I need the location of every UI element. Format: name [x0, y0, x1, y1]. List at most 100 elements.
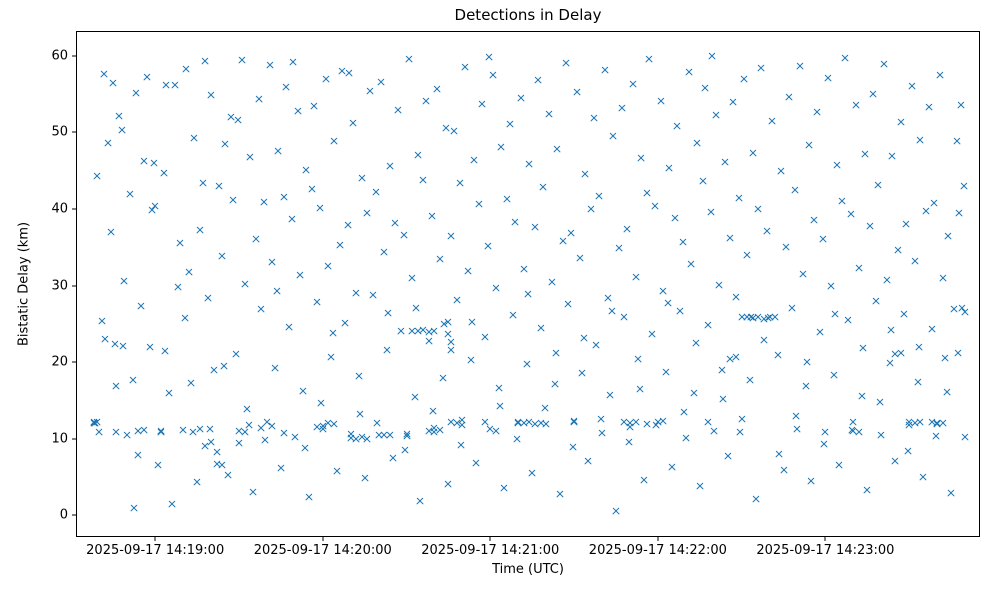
scatter-point	[917, 137, 924, 144]
scatter-point	[395, 107, 402, 114]
scatter-point	[441, 321, 448, 328]
y-tick-mark	[72, 438, 76, 440]
scatter-point	[897, 350, 904, 357]
scatter-point	[361, 475, 368, 482]
scatter-point	[748, 314, 755, 321]
scatter-point	[453, 420, 460, 427]
scatter-point	[357, 411, 364, 418]
x-tick-label: 2025-09-17 14:21:00	[421, 543, 560, 558]
scatter-point	[445, 319, 452, 326]
scatter-point	[457, 442, 464, 449]
scatter-point	[668, 464, 675, 471]
scatter-point	[730, 99, 737, 106]
scatter-point	[314, 424, 321, 431]
scatter-point	[96, 428, 103, 435]
scatter-point	[414, 152, 421, 159]
scatter-point	[445, 330, 452, 337]
scatter-point	[959, 305, 966, 312]
scatter-point	[895, 247, 902, 254]
scatter-point	[800, 271, 807, 278]
scatter-point	[439, 375, 446, 382]
plot-area: 2025-09-17 14:19:00 2025-09-17 14:20:00 20…	[51, 31, 980, 558]
scatter-point	[531, 421, 538, 428]
scatter-point	[552, 349, 559, 356]
scatter-point	[685, 68, 692, 75]
scatter-point	[329, 330, 336, 337]
scatter-point	[467, 357, 474, 364]
scatter-point	[372, 189, 379, 196]
scatter-point	[821, 441, 828, 448]
x-tick-mark	[657, 537, 659, 541]
scatter-point	[783, 244, 790, 251]
scatter-point	[255, 96, 262, 103]
scatter-point	[911, 258, 918, 265]
scatter-point	[752, 496, 759, 503]
scatter-point	[213, 449, 220, 456]
scatter-point	[853, 102, 860, 109]
scatter-point	[615, 245, 622, 252]
scatter-point	[906, 421, 913, 428]
scatter-point	[758, 65, 765, 72]
scatter-point	[892, 351, 899, 358]
scatter-point	[733, 294, 740, 301]
scatter-point	[608, 308, 615, 315]
scatter-point	[749, 315, 756, 322]
scatter-point	[206, 425, 213, 432]
scatter-point	[576, 254, 583, 261]
scatter-point	[347, 431, 354, 438]
scatter-point	[501, 485, 508, 492]
scatter-point	[219, 461, 226, 468]
scatter-point	[696, 483, 703, 490]
scatter-point	[280, 430, 287, 437]
scatter-point	[199, 179, 206, 186]
scatter-point	[839, 198, 846, 205]
scatter-point	[330, 421, 337, 428]
scatter-point	[855, 428, 862, 435]
scatter-point	[646, 56, 653, 63]
scatter-point	[819, 236, 826, 243]
y-axis-label: Bistatic Delay (km)	[16, 221, 32, 347]
scatter-point	[131, 505, 138, 512]
scatter-point	[802, 382, 809, 389]
scatter-point	[478, 101, 485, 108]
y-tick-label: 10	[51, 431, 68, 447]
scatter-point	[273, 287, 280, 294]
scatter-point	[378, 78, 385, 85]
scatter-point	[434, 86, 441, 93]
scatter-point	[286, 323, 293, 330]
scatter-point	[181, 315, 188, 322]
scatter-point	[551, 381, 558, 388]
scatter-point	[548, 279, 555, 286]
scatter-point	[518, 94, 525, 101]
scatter-point	[423, 98, 430, 105]
scatter-point	[738, 416, 745, 423]
scatter-point	[487, 426, 494, 433]
scatter-point	[115, 113, 122, 120]
scatter-point	[484, 243, 491, 250]
scatter-point	[537, 420, 544, 427]
scatter-point	[442, 124, 449, 131]
scatter-point	[409, 275, 416, 282]
scatter-point	[314, 299, 321, 306]
scatter-point	[599, 430, 606, 437]
y-tick-mark	[72, 361, 76, 363]
scatter-point	[403, 433, 410, 440]
scatter-point	[943, 389, 950, 396]
scatter-point	[191, 135, 198, 142]
scatter-point	[245, 421, 252, 428]
scatter-point	[735, 195, 742, 202]
y-tick-mark	[72, 514, 76, 516]
scatter-point	[525, 290, 532, 297]
scatter-point	[733, 354, 740, 361]
scatter-point	[389, 455, 396, 462]
scatter-point	[587, 206, 594, 213]
scatter-point	[580, 335, 587, 342]
scatter-point	[744, 313, 751, 320]
scatter-point	[657, 97, 664, 104]
scatter-point	[860, 345, 867, 352]
scatter-point	[861, 151, 868, 158]
scatter-point	[406, 55, 413, 62]
scatter-point	[900, 310, 907, 317]
scatter-point	[431, 328, 438, 335]
scatter-point	[208, 92, 215, 99]
